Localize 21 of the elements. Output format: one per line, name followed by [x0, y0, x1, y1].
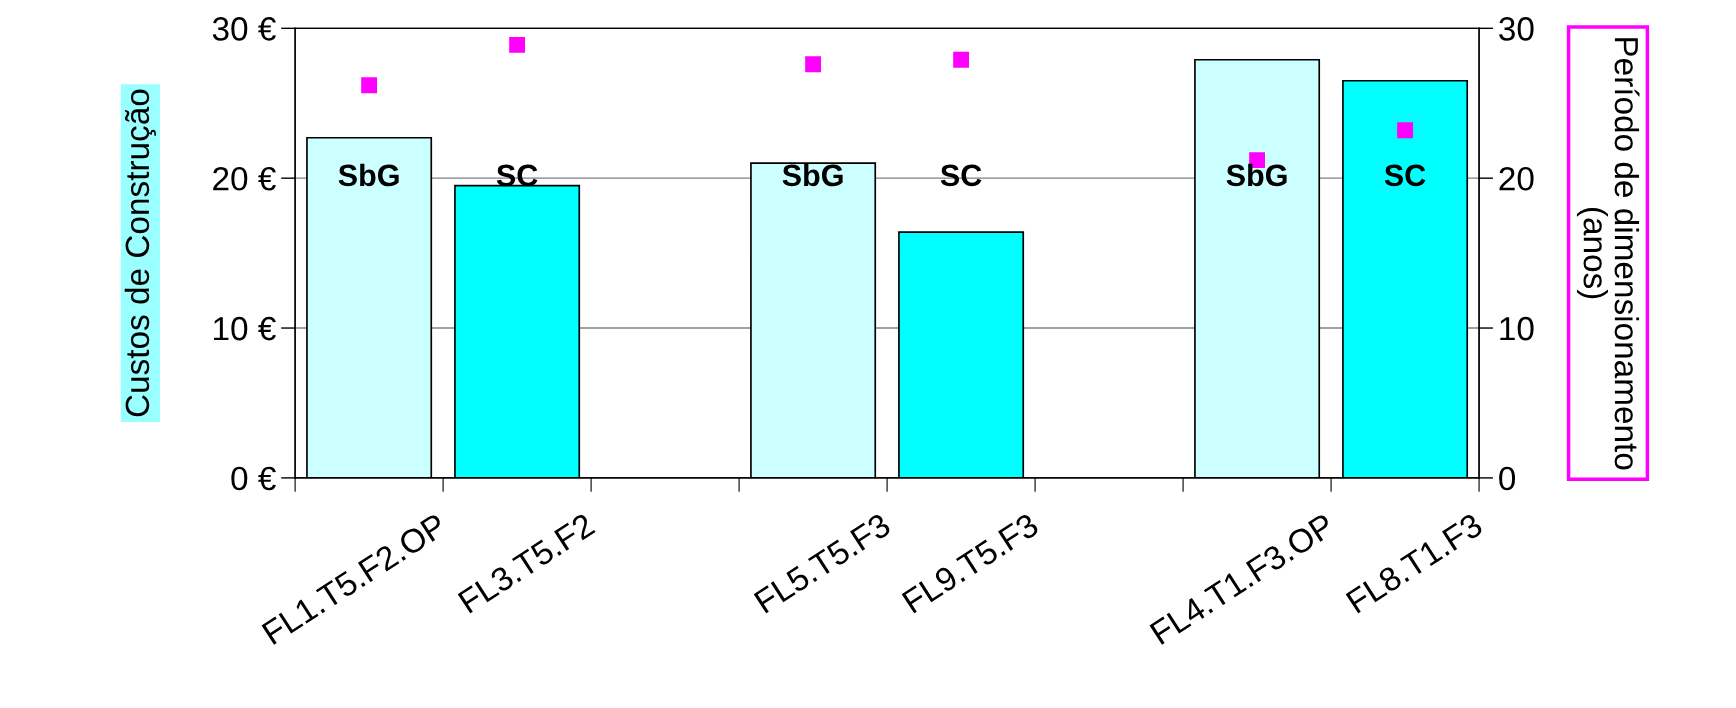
y-axis-title: Custos de Construção: [124, 89, 156, 417]
annotation: SC: [1384, 164, 1426, 187]
annotation: SbG: [782, 163, 843, 187]
point: [509, 36, 526, 53]
y2-axis-title: Período de dimensionamento (anos): [1576, 38, 1640, 470]
point: [805, 56, 822, 73]
y-tick-label: 20 €: [213, 166, 276, 191]
y2-tick-label: 20: [1499, 166, 1534, 191]
y-tick-label: 10 €: [214, 316, 276, 341]
annotation: SC: [940, 164, 982, 187]
point: [1397, 122, 1413, 139]
y-tick-label: 30 €: [212, 17, 276, 41]
point: [953, 51, 970, 68]
point: [361, 77, 378, 94]
y2-tick-label: 30: [1499, 17, 1534, 41]
annotation: SbG: [338, 163, 399, 187]
annotation: SbG: [1226, 163, 1287, 187]
y-tick-label: 0 €: [231, 466, 276, 491]
annotation: SC: [496, 164, 538, 187]
y2-tick-label: 10: [1500, 316, 1534, 341]
y2-tick-label: 0: [1499, 466, 1516, 491]
